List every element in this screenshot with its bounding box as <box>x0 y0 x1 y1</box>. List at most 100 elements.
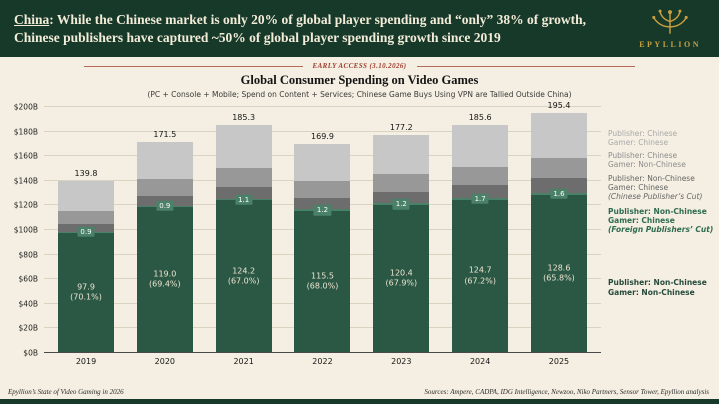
segment-pub-chinese-gamer-chinese <box>58 181 114 211</box>
segment-pub-chinese-gamer-non-chinese <box>373 174 430 192</box>
legend-item: Publisher: Chinese Gamer: Non-Chinese <box>608 151 686 170</box>
bottom-border-bar <box>0 399 719 404</box>
y-tick-label: $100B <box>13 225 38 235</box>
banner-headline: China: While the Chinese market is only … <box>14 11 606 47</box>
segment-pub-non-chinese-gamer-chinese-chinese-cut <box>215 186 272 199</box>
divider-line <box>84 65 303 67</box>
segment-pub-non-chinese-gamer-chinese-foreign-cut: 0.9 <box>136 200 193 212</box>
segment-pub-non-chinese-gamer-chinese-foreign-cut: 1.2 <box>294 205 351 216</box>
segment-pub-non-chinese-gamer-chinese-chinese-cut <box>452 185 509 198</box>
headline-rest: : While the Chinese market is only 20% o… <box>14 11 586 45</box>
x-axis-labels: 2019 2020 2021 2022 2023 2024 2025 <box>44 357 601 366</box>
segment-pub-non-chinese-gamer-chinese-foreign-cut: 1.6 <box>530 188 587 200</box>
x-tick-label: 2025 <box>548 357 570 366</box>
gridline <box>44 130 601 132</box>
stacked-bar-chart: $0B $20B $40B $60B $80B $100B $120B $140B $160B $… <box>8 101 717 385</box>
legend: Publisher: Chinese Gamer: Chinese Publishe… <box>601 107 717 385</box>
segment-pub-non-chinese-gamer-non-chinese: 119.0 (69.4%) <box>136 206 193 353</box>
divider-line <box>416 65 636 67</box>
thin-segment-label: 1.1 <box>235 194 253 205</box>
bar-total-label: 139.8 <box>74 169 98 179</box>
chart-subtitle: (PC + Console + Mobile; Spend on Content… <box>147 90 572 99</box>
footer-source-left: Epyllion’s State of Video Gaming in 2026 <box>8 388 124 396</box>
segment-pub-chinese-gamer-non-chinese <box>452 166 509 186</box>
bars: 97.9 (70.1%) 0.9 139.8 119.0 (69.4%) 0.9 171.5 1… <box>44 101 601 353</box>
bar-2024: 124.7 (67.2%) 1.7 185.6 <box>452 107 509 353</box>
x-tick-label: 2024 <box>469 357 491 366</box>
y-tick-label: $0B <box>23 348 38 358</box>
x-tick-label: 2019 <box>75 357 97 366</box>
segment-pub-non-chinese-gamer-non-chinese: 115.5 (68.0%) <box>294 210 351 353</box>
y-tick-label: $140B <box>13 176 38 186</box>
footer: Epyllion’s State of Video Gaming in 2026… <box>0 385 719 399</box>
y-tick-label: $160B <box>13 151 38 161</box>
bar-2019: 97.9 (70.1%) 0.9 139.8 <box>58 107 114 353</box>
segment-pub-chinese-gamer-non-chinese <box>530 158 587 178</box>
segment-pub-non-chinese-gamer-chinese-foreign-cut: 1.7 <box>452 193 509 204</box>
segment-pub-non-chinese-gamer-non-chinese: 124.7 (67.2%) <box>452 199 509 353</box>
segment-pub-chinese-gamer-non-chinese <box>136 179 193 196</box>
segment-pub-non-chinese-gamer-non-chinese: 128.6 (65.8%) <box>530 194 587 353</box>
footer-source-right: Sources: Ampere, CADPA, IDG Intelligence… <box>424 388 709 396</box>
x-tick-label: 2022 <box>312 357 333 366</box>
segment-pub-non-chinese-gamer-non-chinese: 120.4 (67.9%) <box>373 204 430 353</box>
y-tick-label: $120B <box>13 200 38 210</box>
header-banner: China: While the Chinese market is only … <box>0 0 719 57</box>
bar-2020: 119.0 (69.4%) 0.9 171.5 <box>136 107 193 353</box>
y-tick-label: $200B <box>13 102 38 112</box>
segment-pub-non-chinese-gamer-chinese-chinese-cut <box>136 195 193 206</box>
epyllion-logo-text: EPYLLION <box>639 40 701 49</box>
segment-pub-non-chinese-gamer-non-chinese: 124.2 (67.0%) <box>215 200 272 353</box>
bar-2023: 120.4 (67.9%) 1.2 177.2 <box>373 107 430 353</box>
segment-pub-non-chinese-gamer-chinese-chinese-cut <box>294 198 351 210</box>
segment-value-label: 97.9 (70.1%) <box>70 282 102 302</box>
segment-value-label: 124.2 (67.0%) <box>227 266 260 286</box>
x-axis-line <box>44 352 601 353</box>
y-tick-label: $20B <box>18 323 38 333</box>
segment-pub-non-chinese-gamer-chinese-foreign-cut: 1.1 <box>215 194 272 205</box>
plot-area: 97.9 (70.1%) 0.9 139.8 119.0 (69.4%) 0.9 171.5 1… <box>44 101 601 353</box>
bar-2025: 128.6 (65.8%) 1.6 195.4 <box>530 101 587 353</box>
epyllion-crest-icon <box>648 8 692 39</box>
segment-pub-chinese-gamer-non-chinese <box>294 180 351 199</box>
x-tick-label: 2020 <box>154 357 175 366</box>
segment-value-label: 115.5 (68.0%) <box>306 271 339 291</box>
bar-total-label: 177.2 <box>389 123 413 133</box>
thin-segment-label: 0.9 <box>77 226 95 238</box>
segment-pub-chinese-gamer-chinese <box>530 112 587 159</box>
segment-pub-non-chinese-gamer-chinese-chinese-cut <box>530 177 587 193</box>
segment-pub-chinese-gamer-chinese <box>373 135 430 175</box>
segment-pub-non-chinese-gamer-chinese-chinese-cut <box>373 191 430 204</box>
legend-item: Publisher: Non-Chinese Gamer: Chinese (Chi… <box>608 173 703 201</box>
thin-segment-label: 0.9 <box>156 200 174 212</box>
x-tick-label: 2023 <box>391 357 412 366</box>
segment-pub-chinese-gamer-chinese <box>215 125 272 169</box>
bar-total-label: 195.4 <box>547 100 571 110</box>
bar-total-label: 169.9 <box>311 132 334 142</box>
segment-pub-chinese-gamer-chinese <box>136 142 193 179</box>
early-access-label: EARLY ACCESS (3.10.2026) <box>312 62 407 70</box>
x-tick-label: 2021 <box>233 357 254 366</box>
segment-value-label: 124.7 (67.2%) <box>464 265 496 286</box>
thin-segment-label: 1.6 <box>550 188 568 200</box>
bar-total-label: 185.6 <box>468 112 492 122</box>
bar-2021: 124.2 (67.0%) 1.1 185.3 <box>215 107 272 353</box>
thin-segment-label: 1.7 <box>471 193 489 204</box>
segment-pub-non-chinese-gamer-chinese-foreign-cut: 0.9 <box>58 226 114 238</box>
segment-pub-chinese-gamer-non-chinese <box>215 168 272 187</box>
segment-value-label: 120.4 (67.9%) <box>385 268 418 288</box>
bar-total-label: 185.3 <box>232 113 256 123</box>
thin-segment-label: 1.2 <box>392 198 410 210</box>
segment-pub-chinese-gamer-non-chinese <box>58 210 114 225</box>
y-tick-label: $80B <box>18 250 38 260</box>
bar-total-label: 171.5 <box>153 130 177 140</box>
headline-lead: China <box>14 11 50 27</box>
plot-column: 97.9 (70.1%) 0.9 139.8 119.0 (69.4%) 0.9 171.5 1… <box>44 101 601 385</box>
gridline <box>44 106 601 107</box>
epyllion-logo: EPYLLION <box>639 8 705 49</box>
thin-segment-label: 1.2 <box>313 205 332 216</box>
y-tick-label: $180B <box>13 127 38 137</box>
chart-title: Global Consumer Spending on Video Games <box>240 73 479 87</box>
segment-value-label: 128.6 (65.8%) <box>543 263 575 283</box>
